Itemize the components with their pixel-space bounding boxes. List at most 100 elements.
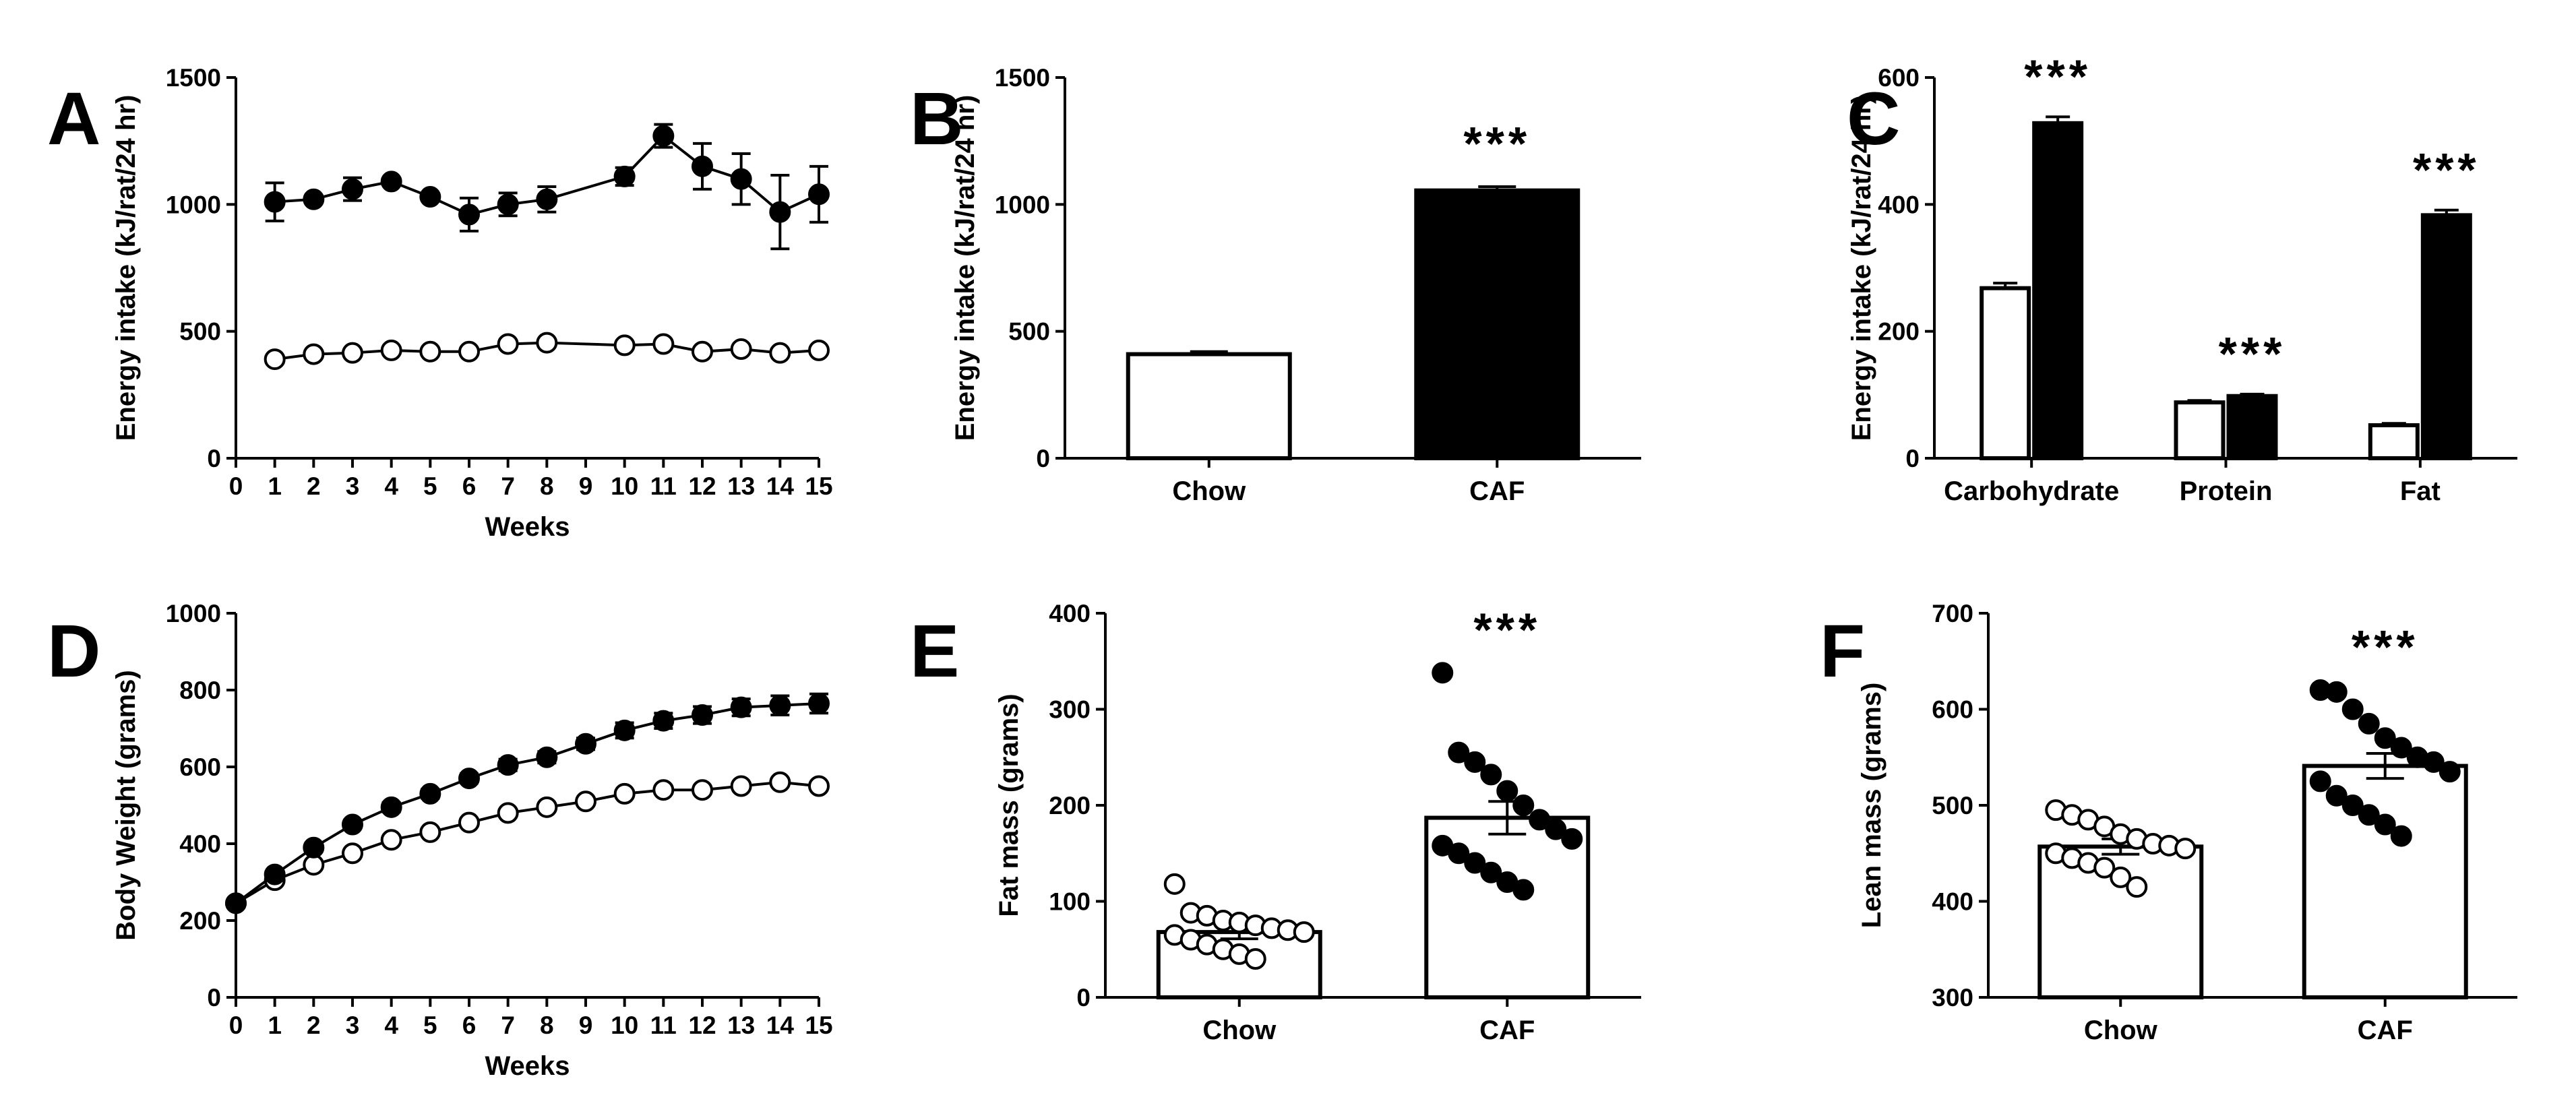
significance-stars: *** [2413,144,2480,196]
y-axis-title: Energy intake (kJ/rat/24 hr) [950,95,980,441]
caf-individual-point [2422,751,2445,773]
significance-stars: *** [2352,621,2419,673]
y-tick-label: 500 [179,318,221,346]
category-label-chow: Chow [1172,476,1246,506]
caf-data-point [380,170,402,193]
x-tick-label: 5 [423,472,437,500]
caf-individual-point [2374,727,2396,749]
caf-data-point [458,204,480,226]
y-axis-title: Fat mass (grams) [994,693,1024,916]
bar-chow [1126,352,1292,460]
category-label-chow: Chow [1202,1016,1277,1045]
caf-individual-point [1529,809,1551,831]
chow-data-point [730,338,752,361]
caf-data-point [264,863,286,885]
x-tick-label: 8 [540,1012,554,1039]
y-tick-label: 1500 [166,64,221,92]
caf-data-point [419,186,441,208]
caf-data-point [342,813,363,836]
chow-individual-point [1244,948,1266,970]
bar-chow-fat [2368,423,2420,460]
x-tick-label: 2 [307,1012,321,1039]
y-tick-label: 400 [179,830,221,858]
y-tick-label: 300 [1932,984,1973,1012]
caf-data-point [652,125,675,147]
y-tick-label: 1000 [166,191,221,218]
significance-stars: *** [1463,117,1531,170]
x-tick-label: 8 [540,472,554,500]
chow-data-point [613,334,636,356]
caf-individual-point [2341,795,2364,816]
x-tick-label: 9 [579,1012,593,1039]
chow-data-point [264,348,286,371]
category-label-caf: CAF [1469,476,1525,506]
chow-data-point [769,771,791,793]
caf-data-point [769,694,791,716]
y-tick-label: 1500 [995,64,1050,92]
y-tick-label: 800 [179,677,221,704]
x-tick-label: 0 [229,1012,243,1039]
chow-data-point [380,829,402,851]
panel-label: E [910,610,959,693]
panel-f: F 300 400 500 600 700 Lean mass (grams) Chow CAF… [1820,600,2517,1045]
caf-data-point [692,704,713,726]
x-tick-label: 13 [727,1012,755,1039]
caf-individual-point [2358,712,2380,735]
y-tick-label: 300 [1049,696,1091,724]
bar-caf [1414,188,1581,460]
x-tick-label: 14 [766,472,795,500]
x-tick-label: 12 [688,1012,716,1039]
caf-individual-point [1496,780,1519,802]
caf-individual-point [2390,825,2412,847]
x-tick-label: 15 [805,472,832,500]
x-tick-label: 3 [346,1012,360,1039]
x-tick-label: 9 [579,472,593,500]
caf-individual-point [1545,818,1567,840]
bar-caf-carbohydrate [2032,121,2084,461]
caf-data-point [419,782,441,805]
y-tick-label: 600 [1878,64,1920,92]
y-tick-label: 1000 [166,600,221,627]
chow-data-point [652,779,675,801]
x-tick-label: 4 [384,472,398,500]
x-tick-label: 7 [501,1012,515,1039]
y-tick-label: 500 [1932,792,1973,819]
x-tick-label: 15 [805,1012,832,1039]
caf-individual-point [2325,784,2348,807]
y-tick-label: 200 [179,907,221,935]
y-tick-label: 400 [1878,191,1920,218]
chow-individual-point [2110,866,2132,888]
chow-data-point [419,340,441,363]
caf-data-point [536,746,558,768]
chow-individual-point [1293,921,1315,943]
caf-data-point [808,183,830,206]
caf-individual-point [1480,764,1502,786]
x-tick-label: 4 [384,1012,398,1039]
caf-individual-point [1464,852,1486,874]
x-tick-label: 13 [727,472,755,500]
panel-label: D [47,610,100,693]
caf-individual-point [1512,795,1535,816]
category-label-carbohydrate: Carbohydrate [1944,476,2119,506]
chow-individual-point [2174,838,2197,860]
chow-data-point [342,342,363,364]
category-label-caf: CAF [1479,1016,1535,1045]
caf-data-point [303,188,325,210]
x-tick-label: 10 [611,472,638,500]
chow-data-point [692,779,713,801]
significance-stars: *** [2024,50,2091,102]
chow-data-point [769,342,791,364]
caf-individual-point [1432,662,1454,684]
y-tick-label: 600 [1932,696,1973,724]
x-tick-label: 10 [611,1012,638,1039]
category-label-caf: CAF [2358,1016,2413,1045]
y-tick-label: 0 [1036,445,1050,472]
y-tick-label: 600 [179,753,221,781]
significance-stars: *** [1473,603,1541,656]
caf-data-point [497,193,519,216]
panel-e: E 0 100 200 300 400 Fat mass (grams) Chow CAF *** [910,600,1641,1045]
bar-chow-protein [2174,400,2226,461]
x-tick-label: 11 [650,472,677,500]
